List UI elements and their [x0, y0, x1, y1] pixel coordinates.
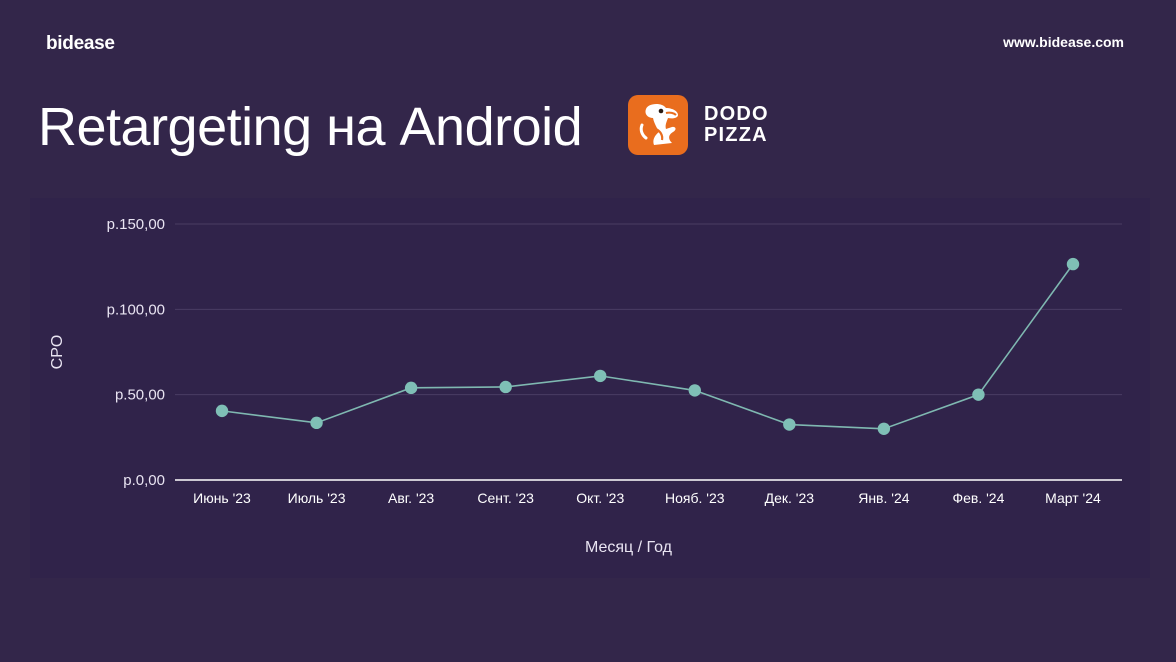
y-tick-label: р.150,00 [107, 216, 165, 233]
website-link[interactable]: www.bidease.com [1003, 34, 1124, 50]
x-tick-label: Окт. '23 [576, 490, 624, 506]
x-tick-label: Июль '23 [288, 490, 346, 506]
x-tick-label: Июнь '23 [193, 490, 251, 506]
x-tick-labels: Июнь '23 Июль '23 Авг. '23 Сент. '23 Окт. '2… [193, 490, 1101, 506]
data-point[interactable] [594, 369, 607, 383]
x-tick-label: Нояб. '23 [665, 490, 725, 506]
y-tick-label: р.100,00 [107, 301, 165, 318]
brand-logo[interactable]: bidease [46, 33, 115, 54]
y-tick-label: р.50,00 [115, 387, 165, 404]
x-tick-label: Март '24 [1045, 490, 1101, 506]
y-tick-label: р.0,00 [123, 472, 165, 489]
x-tick-label: Фев. '24 [952, 490, 1004, 506]
data-point[interactable] [688, 384, 701, 397]
series-line [221, 263, 1074, 430]
chart-panel: р.0,00 р.50,00 р.100,00 р.150,00 Июнь '23 Ию… [30, 198, 1150, 578]
x-tick-label: Янв. '24 [858, 490, 910, 506]
dodo-bird-icon [628, 95, 688, 155]
dodo-pizza-logo: DODO PIZZA [628, 95, 769, 155]
page-title: Retargeting на Android [38, 97, 583, 157]
y-axis-title: CPO [49, 335, 66, 370]
dodo-pizza-wordmark: DODO PIZZA [704, 104, 769, 146]
data-point[interactable] [877, 422, 891, 435]
data-point[interactable] [783, 418, 796, 431]
x-tick-label: Сент. '23 [477, 490, 534, 506]
x-tick-label: Авг. '23 [388, 490, 434, 506]
data-point[interactable] [310, 416, 323, 430]
x-axis-title: Месяц / Год [585, 539, 673, 556]
x-tick-label: Дек. '23 [765, 490, 815, 506]
logo-line-2: PIZZA [704, 124, 768, 146]
data-points [215, 257, 1080, 435]
y-tick-labels: р.0,00 р.50,00 р.100,00 р.150,00 [107, 216, 165, 489]
data-point[interactable] [404, 381, 418, 395]
cpo-line-chart: р.0,00р.50,00р.100,00р.150,00 Июнь '23 Ию… [49, 216, 1122, 556]
data-point[interactable] [499, 380, 512, 394]
data-point[interactable] [1066, 257, 1080, 271]
gridlines [175, 223, 1122, 396]
data-point[interactable] [972, 388, 985, 401]
logo-line-1: DODO [704, 103, 769, 125]
data-point[interactable] [215, 404, 229, 418]
